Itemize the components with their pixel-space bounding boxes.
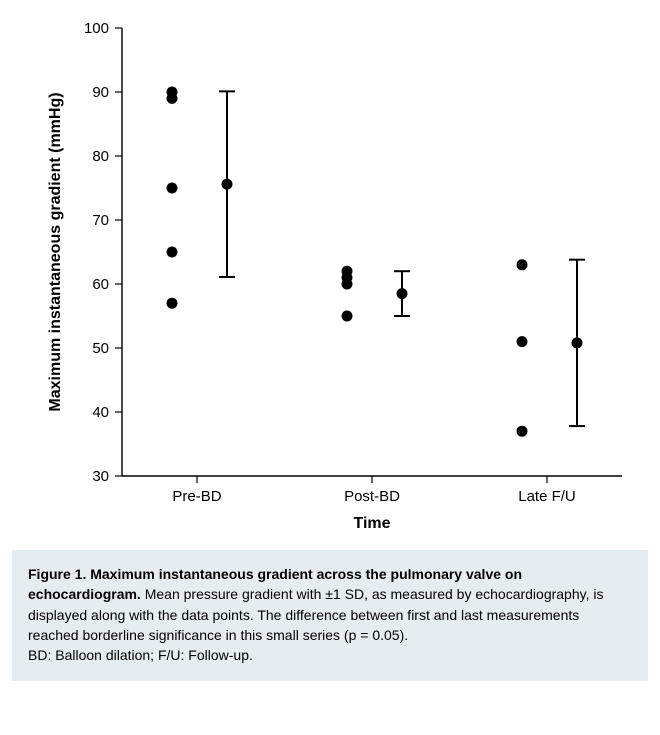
svg-text:30: 30 <box>92 468 109 485</box>
chart-area: 30 40 50 60 70 80 90 100 Pre-BD Post-BD Late F/U Ma… <box>12 10 648 550</box>
svg-text:Late F/U: Late F/U <box>518 488 576 505</box>
svg-text:60: 60 <box>92 276 109 293</box>
svg-text:Maximum instantaneous gradient: Maximum instantaneous gradient (mmHg) <box>47 92 64 411</box>
svg-text:40: 40 <box>92 404 109 421</box>
svg-text:70: 70 <box>92 212 109 229</box>
figure-caption: Figure 1. Maximum instantaneous gradient… <box>12 550 648 681</box>
svg-text:100: 100 <box>84 20 109 37</box>
svg-text:Time: Time <box>353 515 390 532</box>
svg-text:Post-BD: Post-BD <box>344 488 400 505</box>
svg-text:80: 80 <box>92 148 109 165</box>
figure-container: 30 40 50 60 70 80 90 100 Pre-BD Post-BD Late F/U Ma… <box>0 0 660 550</box>
svg-text:50: 50 <box>92 340 109 357</box>
caption-paragraph: Figure 1. Maximum instantaneous gradient… <box>28 564 632 645</box>
svg-text:Pre-BD: Pre-BD <box>172 488 221 505</box>
scatter-chart: 30 40 50 60 70 80 90 100 Pre-BD Post-BD Late F/U Ma… <box>12 10 648 550</box>
caption-footnote: BD: Balloon dilation; F/U: Follow-up. <box>28 645 632 665</box>
svg-text:90: 90 <box>92 84 109 101</box>
